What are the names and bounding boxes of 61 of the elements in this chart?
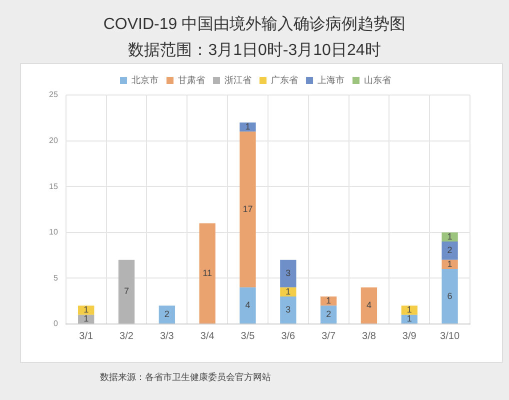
bar: [78, 306, 94, 315]
bar: [320, 306, 337, 324]
data-label: 1: [84, 314, 89, 324]
legend-label: 甘肃省: [178, 74, 205, 85]
x-tick-label: 3/5: [240, 330, 256, 342]
x-tick-label: 3/1: [79, 330, 94, 342]
data-label: 1: [447, 231, 452, 242]
data-label: 17: [242, 204, 253, 214]
y-tick-label: 15: [48, 182, 58, 191]
bar: [240, 122, 256, 132]
bar: [118, 260, 135, 324]
bar: [199, 223, 216, 324]
legend-label: 广东省: [271, 74, 298, 85]
x-tick-label: 3/9: [402, 330, 417, 342]
data-label: 1: [406, 304, 412, 315]
bar: [280, 296, 296, 324]
legend-label: 北京市: [132, 74, 158, 85]
x-tick-label: 3/2: [120, 330, 134, 342]
data-label: 6: [447, 290, 452, 301]
data-label: 1: [447, 258, 452, 269]
legend-label: 浙江省: [224, 74, 252, 85]
data-label: 1: [406, 314, 412, 324]
data-label: 2: [326, 309, 332, 320]
y-tick-label: 10: [48, 228, 58, 237]
legend-label: 山东省: [364, 74, 391, 85]
x-tick-label: 3/4: [200, 330, 215, 342]
bar: [280, 260, 296, 288]
data-label: 2: [447, 245, 452, 256]
x-tick-label: 3/3: [160, 330, 174, 342]
bar: [442, 242, 458, 260]
x-tick-label: 3/6: [281, 330, 296, 342]
data-label: 3: [286, 268, 291, 278]
bar: [240, 287, 256, 324]
data-label: 1: [286, 286, 291, 296]
y-tick-label: 0: [53, 319, 58, 328]
y-tick-label: 25: [48, 90, 58, 100]
bar: [401, 306, 418, 315]
x-tick-label: 3/7: [322, 330, 336, 342]
bar: [240, 132, 256, 288]
y-tick-label: 20: [48, 136, 58, 146]
data-label: 11: [202, 268, 212, 278]
data-label: 2: [164, 309, 170, 320]
legend-label: 上海市: [318, 74, 344, 85]
data-label: 4: [245, 300, 250, 310]
bar: [442, 260, 458, 270]
bar: [158, 306, 176, 324]
source-note: 数据来源：各省市卫生健康委员会官方网站: [100, 371, 271, 384]
data-label: 1: [326, 296, 332, 306]
x-tick-label: 3/10: [440, 330, 460, 342]
bar: [360, 287, 378, 324]
chart-title: COVID-19 中国由境外输入确诊病例趋势图: [102, 14, 407, 35]
data-label: 1: [245, 122, 250, 132]
data-label: 3: [286, 304, 291, 314]
bar: [442, 269, 458, 324]
x-tick-label: 3/8: [362, 330, 376, 342]
bar: [442, 232, 458, 242]
data-label: 7: [124, 286, 130, 296]
chart-subtitle: 数据范围：3月1日0时-3月10日24时: [127, 40, 382, 61]
data-label: 1: [84, 304, 89, 315]
y-tick-label: 5: [53, 273, 58, 282]
data-label: 4: [366, 300, 372, 310]
